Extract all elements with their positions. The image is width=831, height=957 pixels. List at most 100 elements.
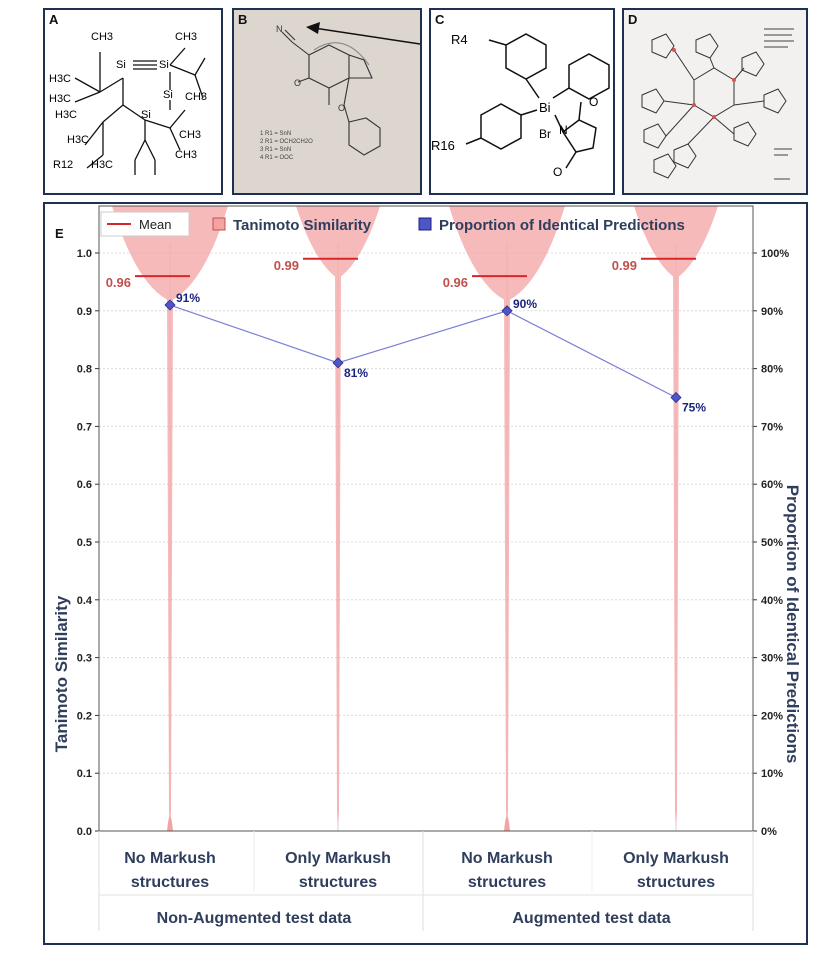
- y-tick-label-right: 60%: [761, 479, 783, 491]
- mean-lines: 0.96 0.99 0.96 0.99: [106, 257, 696, 290]
- y-tick-label-right: 70%: [761, 421, 783, 433]
- proportion-series: 91% 81% 90% 75%: [164, 291, 706, 415]
- y-tick-label-left: 0.1: [77, 768, 92, 780]
- y-tick-label-right: 20%: [761, 710, 783, 722]
- group-label: Non-Augmented test data: [157, 910, 352, 927]
- y-axis-label-left: Tanimoto Similarity: [52, 595, 71, 752]
- pyrazole-structure: [641, 28, 794, 180]
- atom-o: O: [553, 165, 562, 179]
- mean-label: 0.96: [106, 275, 131, 290]
- arrow-icon: [306, 22, 320, 34]
- proportion-marker: [501, 305, 513, 317]
- y-tick-label-right: 10%: [761, 768, 783, 780]
- y-tick-label-left: 1.0: [77, 248, 92, 260]
- atom-o: O: [294, 78, 301, 88]
- atom-ch3: CH3: [175, 31, 197, 43]
- y-tick-label-left: 0.7: [77, 421, 92, 433]
- x-category-label: No Markush: [461, 850, 553, 867]
- x-category-label: Only Markush: [285, 850, 391, 867]
- y-tick-label-right: 30%: [761, 653, 783, 665]
- violin: [634, 206, 718, 831]
- atom-n: N: [559, 123, 568, 137]
- x-category-label: structures: [131, 874, 209, 891]
- proportion-label: 75%: [682, 401, 706, 415]
- mean-label: 0.99: [274, 258, 299, 273]
- legend-proportion-swatch: [418, 217, 432, 231]
- atom-ch3: CH3: [185, 91, 207, 103]
- y-tick-label-right: 90%: [761, 306, 783, 318]
- x-category-label: structures: [299, 874, 377, 891]
- y-tick-label-right: 80%: [761, 364, 783, 376]
- plot-frame: [98, 205, 754, 832]
- x-category-label: No Markush: [124, 850, 216, 867]
- panel-e: E 0.96 0.99 0.96 0.99 91% 81% 90% 75% 0.0 0.1 0.…: [43, 202, 808, 945]
- atom-h3c: H3C: [91, 159, 113, 171]
- violin-tail: [167, 816, 173, 831]
- legend-mean-label: Mean: [139, 217, 172, 232]
- y-tick-label-left: 0.0: [77, 826, 92, 838]
- atom-br: Br: [539, 127, 551, 141]
- atom-h3c: H3C: [55, 109, 77, 121]
- proportion-marker: [332, 357, 344, 369]
- legend-tanimoto-label: Tanimoto Similarity: [233, 217, 372, 234]
- axes: 0.0 0.1 0.2 0.3 0.4 0.5 0.6 0.7 0.8 0.9 1.0 0% 10% 20…: [77, 205, 789, 838]
- atom-o: O: [338, 103, 345, 113]
- panel-b: B O N O 1 R1 = SnN 2 R1 = OCH2CH2O 3 R1 …: [232, 8, 422, 195]
- x-category-label: Only Markush: [623, 850, 729, 867]
- note: 3 R1 = SnN: [260, 147, 291, 153]
- atom-r4: R4: [451, 32, 468, 47]
- atom-si: Si: [163, 89, 173, 101]
- y-tick-label-right: 0%: [761, 826, 777, 838]
- note: 2 R1 = OCH2CH2O: [260, 139, 313, 145]
- y-axis-label-right: Proportion of Identical Predictions: [783, 485, 802, 764]
- atom-h3c: H3C: [67, 134, 89, 146]
- scanned-structure: O N O 1 R1 = SnN 2 R1 = OCH2CH2O 3 R1 = …: [260, 22, 420, 161]
- atom-ch3: CH3: [175, 149, 197, 161]
- y-tick-label-left: 0.2: [77, 710, 92, 722]
- mean-label: 0.99: [612, 258, 637, 273]
- panel-d-label: D: [628, 12, 638, 27]
- atom-h3c: H3C: [49, 93, 71, 105]
- y-tick-label-left: 0.5: [77, 537, 92, 549]
- y-tick-label-left: 0.3: [77, 653, 92, 665]
- proportion-label: 91%: [176, 291, 200, 305]
- atom-ch3: CH3: [91, 31, 113, 43]
- group-label: Augmented test data: [512, 910, 670, 927]
- proportion-marker: [164, 299, 176, 311]
- x-category-label: structures: [468, 874, 546, 891]
- bismuth-structure: R4 R16 Bi Br N O O: [431, 32, 610, 179]
- panel-c-label: C: [435, 12, 445, 27]
- mean-label: 0.96: [443, 275, 468, 290]
- atom-bi: Bi: [539, 100, 551, 115]
- x-category-label: structures: [637, 874, 715, 891]
- legend-tanimoto-swatch: [212, 217, 226, 231]
- violin: [296, 206, 380, 831]
- proportion-marker: [670, 391, 682, 404]
- atom-ch3: CH3: [179, 129, 201, 141]
- atom-si: Si: [159, 59, 169, 71]
- proportion-label: 81%: [344, 366, 368, 380]
- note: 4 R1 = OOC: [260, 155, 294, 161]
- y-tick-label-right: 50%: [761, 537, 783, 549]
- legend-proportion-label: Proportion of Identical Predictions: [439, 217, 685, 234]
- y-tick-label-right: 100%: [761, 248, 789, 260]
- y-tick-label-left: 0.4: [77, 595, 93, 607]
- violins: [112, 206, 718, 831]
- panel-c: C R4 R16 Bi Br N O O: [429, 8, 615, 195]
- violin-tail: [504, 816, 510, 831]
- atom-si: Si: [116, 59, 126, 71]
- panel-d: D: [622, 8, 808, 195]
- x-categories: No Markush structures Only Markush structur…: [98, 831, 754, 931]
- atom-o: O: [589, 95, 598, 109]
- note: 1 R1 = SnN: [260, 131, 291, 137]
- atom-si: Si: [141, 109, 151, 121]
- grid: [99, 243, 753, 832]
- y-tick-label-right: 40%: [761, 595, 783, 607]
- panel-a-label: A: [49, 12, 59, 27]
- violin: [449, 206, 565, 831]
- violin: [112, 206, 228, 831]
- atom-n: N: [276, 24, 283, 34]
- proportion-line: [169, 304, 677, 399]
- silane-structure: Si Si Si Si CH3 CH3 H3C H3C H3C CH3 H3C …: [49, 31, 207, 175]
- panel-b-label: B: [238, 12, 248, 27]
